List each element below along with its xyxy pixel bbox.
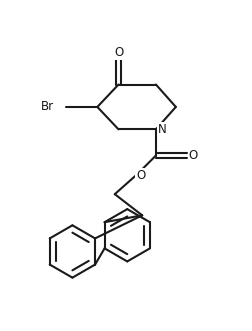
- Text: O: O: [189, 149, 198, 162]
- Text: O: O: [136, 169, 146, 182]
- Text: O: O: [114, 46, 123, 59]
- Text: Br: Br: [41, 100, 54, 114]
- Text: N: N: [158, 123, 167, 136]
